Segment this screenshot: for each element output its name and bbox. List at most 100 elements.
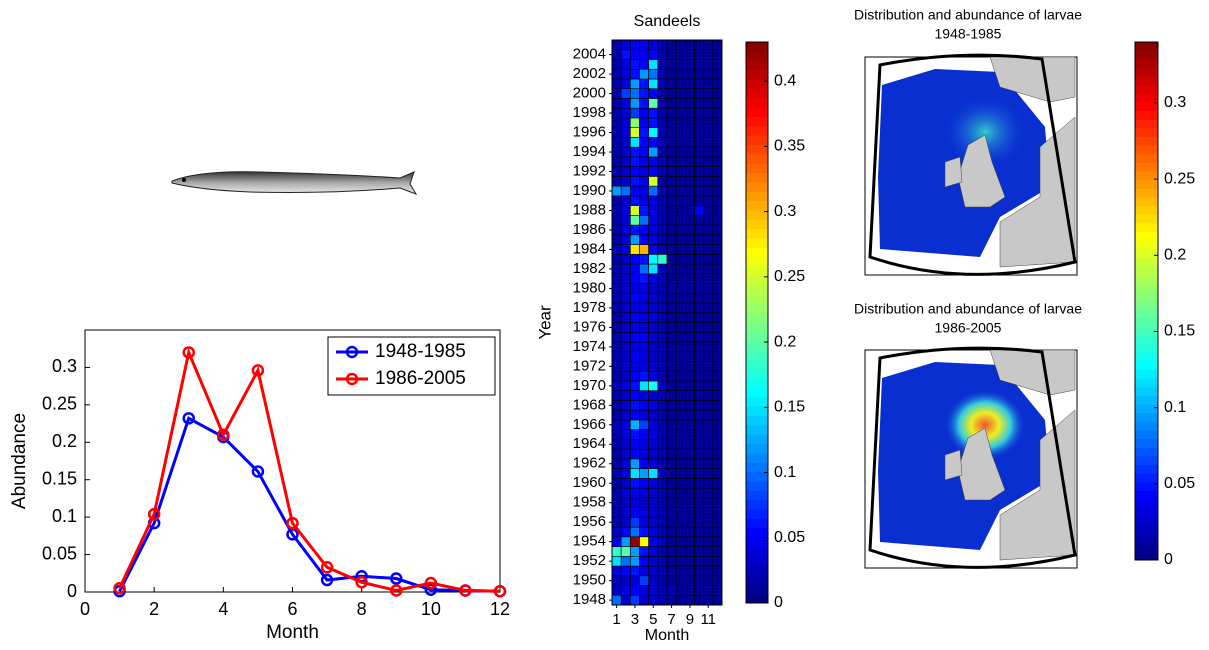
heatmap-cell: [648, 127, 659, 138]
heatmap-cell: [694, 78, 704, 90]
colorbar-swatch: [1135, 154, 1158, 164]
heatmap-cell: [611, 176, 622, 187]
heatmap-cell: [657, 68, 668, 80]
heatmap-cell: [639, 487, 649, 499]
heatmap-cell: [685, 458, 695, 469]
heatmap-cell: [657, 39, 668, 51]
heatmap-cell: [703, 137, 714, 148]
heatmap-cell: [703, 117, 714, 128]
heatmap-cell: [648, 439, 659, 450]
heatmap-cell: [694, 273, 704, 284]
heatmap-cell: [694, 487, 704, 499]
colorbar-swatch: [746, 172, 768, 183]
heatmap-cell: [648, 536, 659, 547]
heatmap-cell: [648, 361, 659, 372]
heatmap-cell: [611, 341, 622, 353]
heatmap-cell: [685, 380, 695, 391]
y-tick-label: 1962: [573, 455, 606, 472]
heatmap-cell: [712, 429, 723, 440]
heatmap-cell: [712, 419, 723, 430]
heatmap-cell: [685, 439, 695, 450]
colorbar-tick-label: 0.1: [774, 464, 796, 481]
heatmap-cell: [694, 448, 704, 460]
heatmap-cell: [666, 59, 677, 70]
heatmap-cell: [620, 137, 631, 148]
x-tick-label: 3: [631, 611, 639, 628]
heatmap-cell: [712, 341, 723, 353]
heatmap-cell: [648, 575, 659, 586]
heatmap-cell: [703, 341, 714, 353]
heatmap-cell: [685, 546, 695, 557]
heatmap-cell: [648, 497, 659, 508]
heatmap-cell: [648, 351, 659, 362]
heatmap-cell: [675, 409, 686, 421]
heatmap-cell: [630, 98, 640, 109]
fish-illustration: [171, 171, 418, 195]
heatmap-cell: [712, 546, 723, 557]
colorbar-swatch: [746, 490, 768, 501]
colorbar-swatch: [746, 528, 768, 539]
heatmap-cell: [611, 419, 622, 430]
data-point: [424, 576, 438, 590]
land: [944, 156, 963, 188]
colorbar-swatch: [746, 266, 768, 277]
colorbar-swatch: [746, 191, 768, 202]
heatmap-cell: [694, 341, 704, 353]
heatmap-cell: [620, 536, 631, 547]
heatmap-cell: [685, 215, 695, 226]
heatmap-cell: [639, 312, 649, 323]
land: [989, 56, 1076, 103]
heatmap-cell: [657, 575, 668, 586]
heatmap-cell: [620, 88, 631, 99]
heatmap-cell: [657, 439, 668, 450]
colorbar-swatch: [1135, 67, 1158, 78]
colorbar-swatch: [1135, 430, 1158, 440]
heatmap-cell: [712, 107, 723, 119]
heatmap-cell: [685, 312, 695, 323]
data-point: [320, 561, 334, 574]
heatmap-cell: [666, 439, 677, 450]
heatmap-cell: [675, 166, 686, 177]
heatmap-cell: [694, 68, 704, 80]
heatmap-cell: [712, 117, 723, 128]
heatmap-cell: [675, 458, 686, 469]
heatmap-cell: [620, 341, 631, 353]
legend-marker: [345, 372, 359, 386]
heatmap-cell: [685, 478, 695, 489]
colorbar-swatch: [1135, 50, 1158, 60]
heatmap-cell: [685, 409, 695, 421]
heatmap-cell: [685, 487, 695, 499]
heatmap-cell: [657, 234, 668, 245]
heatmap-cell: [712, 273, 723, 284]
heatmap-cell: [675, 565, 686, 577]
heatmap-cell: [630, 78, 640, 90]
heatmap-cell: [703, 575, 714, 586]
x-tick-label: 10: [421, 599, 441, 619]
colorbar-swatch: [1135, 231, 1158, 242]
heatmap-cell: [694, 370, 704, 382]
colorbar-swatch: [1135, 516, 1158, 526]
heatmap-cell: [703, 185, 714, 197]
heatmap-cell: [712, 370, 723, 382]
heatmap-cell: [712, 458, 723, 469]
heatmap-cell: [694, 39, 704, 51]
heatmap-cell: [675, 546, 686, 557]
heatmap-cell: [666, 302, 677, 314]
heatmap-cell: [639, 429, 649, 440]
heatmap-cell: [703, 555, 714, 567]
heatmap-cell: [712, 497, 723, 508]
colorbar-swatch: [1135, 525, 1158, 535]
colorbar-swatch: [746, 229, 768, 239]
heatmap-cell: [666, 594, 677, 606]
heatmap-cell: [639, 419, 649, 430]
heatmap-cell: [630, 49, 640, 60]
heatmap-cell: [611, 351, 622, 362]
map-subtitle: 1948-1985: [935, 26, 1002, 42]
heatmap-cell: [703, 468, 714, 479]
heatmap-cell: [703, 78, 714, 90]
colorbar-tick-label: 0.15: [1164, 323, 1195, 340]
heatmap-cell: [666, 195, 677, 206]
heatmap-cell: [703, 565, 714, 577]
heatmap-cell: [657, 137, 668, 148]
heatmap-cell: [620, 292, 631, 304]
